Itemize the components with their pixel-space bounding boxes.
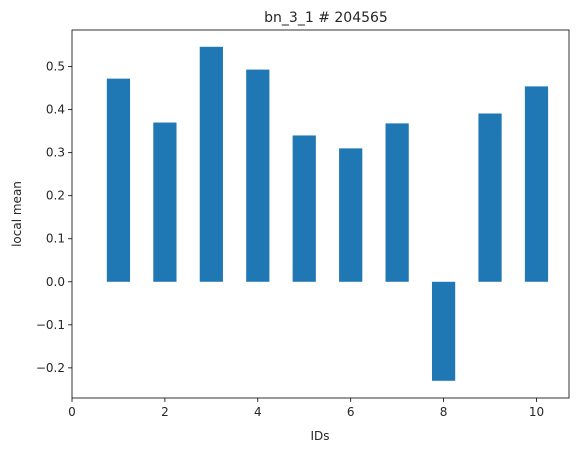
bar-id-9 xyxy=(478,113,502,282)
y-tick-label: 0.4 xyxy=(46,103,65,117)
bar-id-6 xyxy=(339,148,363,282)
x-tick-label: 0 xyxy=(68,405,76,419)
y-axis-ticks: −0.2 −0.1 0.0 0.1 0.2 0.3 0.4 0.5 xyxy=(36,60,72,375)
x-tick-label: 2 xyxy=(161,405,169,419)
y-tick-label: −0.2 xyxy=(36,361,65,375)
x-axis-ticks: 0 2 4 6 8 10 xyxy=(68,398,544,419)
bar-id-1 xyxy=(106,78,131,282)
plot-frame xyxy=(71,29,570,399)
bar-id-10 xyxy=(524,86,549,282)
y-tick-label: 0.1 xyxy=(46,232,65,246)
chart-title: bn_3_1 # 204565 xyxy=(264,10,388,26)
bar-id-7 xyxy=(385,123,409,282)
x-tick-label: 6 xyxy=(347,405,355,419)
x-tick-label: 4 xyxy=(254,405,262,419)
y-tick-label: 0.2 xyxy=(46,189,65,203)
x-axis-label: IDs xyxy=(310,429,329,443)
x-tick-label: 8 xyxy=(440,405,448,419)
bar-id-3 xyxy=(199,46,223,282)
x-tick-label: 10 xyxy=(529,405,544,419)
y-tick-label: 0.0 xyxy=(46,275,65,289)
bar-id-5 xyxy=(292,135,316,282)
bar-id-4 xyxy=(246,69,270,282)
y-axis-label: local mean xyxy=(10,181,24,247)
y-tick-label: −0.1 xyxy=(36,318,65,332)
bar-id-2 xyxy=(153,122,177,282)
bar-id-8 xyxy=(431,281,456,381)
y-tick-label: 0.5 xyxy=(46,60,65,74)
y-tick-label: 0.3 xyxy=(46,146,65,160)
bars xyxy=(106,46,549,381)
